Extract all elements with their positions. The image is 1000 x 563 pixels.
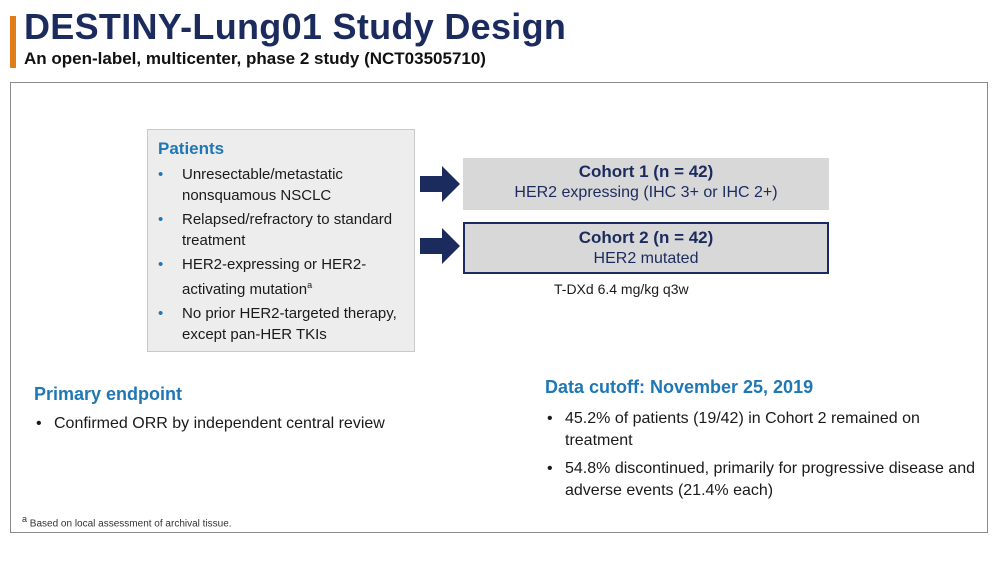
- patients-item-text: No prior HER2-targeted therapy, except p…: [182, 305, 397, 343]
- cohort-1-title: Cohort 1 (n = 42): [578, 162, 714, 181]
- page-subtitle: An open-label, multicenter, phase 2 stud…: [24, 49, 486, 68]
- footnote-text: Based on local assessment of archival ti…: [27, 518, 232, 530]
- list-item: • 45.2% of patients (19/42) in Cohort 2 r…: [545, 408, 977, 452]
- patients-item: • Relapsed/refractory to standard treatme…: [158, 209, 404, 251]
- cohort-2-box: Cohort 2 (n = 42) HER2 mutated: [463, 222, 829, 274]
- bullet-icon: •: [158, 166, 164, 183]
- footnote: a Based on local assessment of archival …: [22, 514, 232, 529]
- arrow-right-icon: [420, 166, 460, 202]
- footnote-marker: a: [307, 280, 313, 290]
- title-accent-bar: [10, 16, 16, 68]
- list-item-text: 54.8% discontinued, primarily for progre…: [565, 460, 975, 499]
- patients-item-text: HER2-expressing or HER2-activating mutat…: [182, 256, 367, 298]
- bullet-icon: •: [158, 305, 164, 322]
- primary-endpoint-list: • Confirmed ORR by independent central re…: [34, 413, 474, 441]
- patients-item-text: Unresectable/metastatic nonsquamous NSCL…: [182, 166, 343, 204]
- footnote-marker: a: [22, 514, 28, 524]
- bullet-icon: •: [36, 415, 42, 432]
- list-item: • Confirmed ORR by independent central re…: [34, 413, 474, 435]
- list-item-text: 45.2% of patients (19/42) in Cohort 2 re…: [565, 410, 920, 449]
- bullet-icon: •: [547, 410, 553, 427]
- patients-box: Patients • Unresectable/metastatic nonsqu…: [147, 129, 415, 352]
- patients-list: • Unresectable/metastatic nonsquamous NSC…: [158, 164, 404, 345]
- patients-item: • Unresectable/metastatic nonsquamous NSC…: [158, 164, 404, 206]
- bullet-icon: •: [158, 256, 164, 273]
- data-cutoff-title: Data cutoff: November 25, 2019: [545, 377, 814, 397]
- bullet-icon: •: [547, 460, 553, 477]
- list-item: • 54.8% discontinued, primarily for progr…: [545, 458, 977, 502]
- primary-endpoint-title: Primary endpoint: [34, 384, 183, 404]
- bullet-icon: •: [158, 211, 164, 228]
- cohort-2-title: Cohort 2 (n = 42): [578, 228, 714, 247]
- data-cutoff-list: • 45.2% of patients (19/42) in Cohort 2 r…: [545, 408, 977, 508]
- list-item-text: Confirmed ORR by independent central rev…: [54, 415, 385, 432]
- cohort-1-description: HER2 expressing (IHC 3+ or IHC 2+): [514, 184, 778, 201]
- content-frame: [10, 82, 988, 533]
- cohort-2-description: HER2 mutated: [593, 250, 699, 267]
- dose-label: T-DXd 6.4 mg/kg q3w: [554, 281, 689, 297]
- patients-item-text: Relapsed/refractory to standard treatmen…: [182, 211, 393, 249]
- patients-item: • No prior HER2-targeted therapy, except …: [158, 303, 404, 345]
- page-title: DESTINY-Lung01 Study Design: [24, 6, 567, 47]
- cohort-1-box: Cohort 1 (n = 42) HER2 expressing (IHC 3…: [463, 158, 829, 210]
- arrow-right-icon: [420, 228, 460, 264]
- patients-title: Patients: [158, 139, 225, 158]
- patients-item: • HER2-expressing or HER2-activating muta…: [158, 254, 404, 300]
